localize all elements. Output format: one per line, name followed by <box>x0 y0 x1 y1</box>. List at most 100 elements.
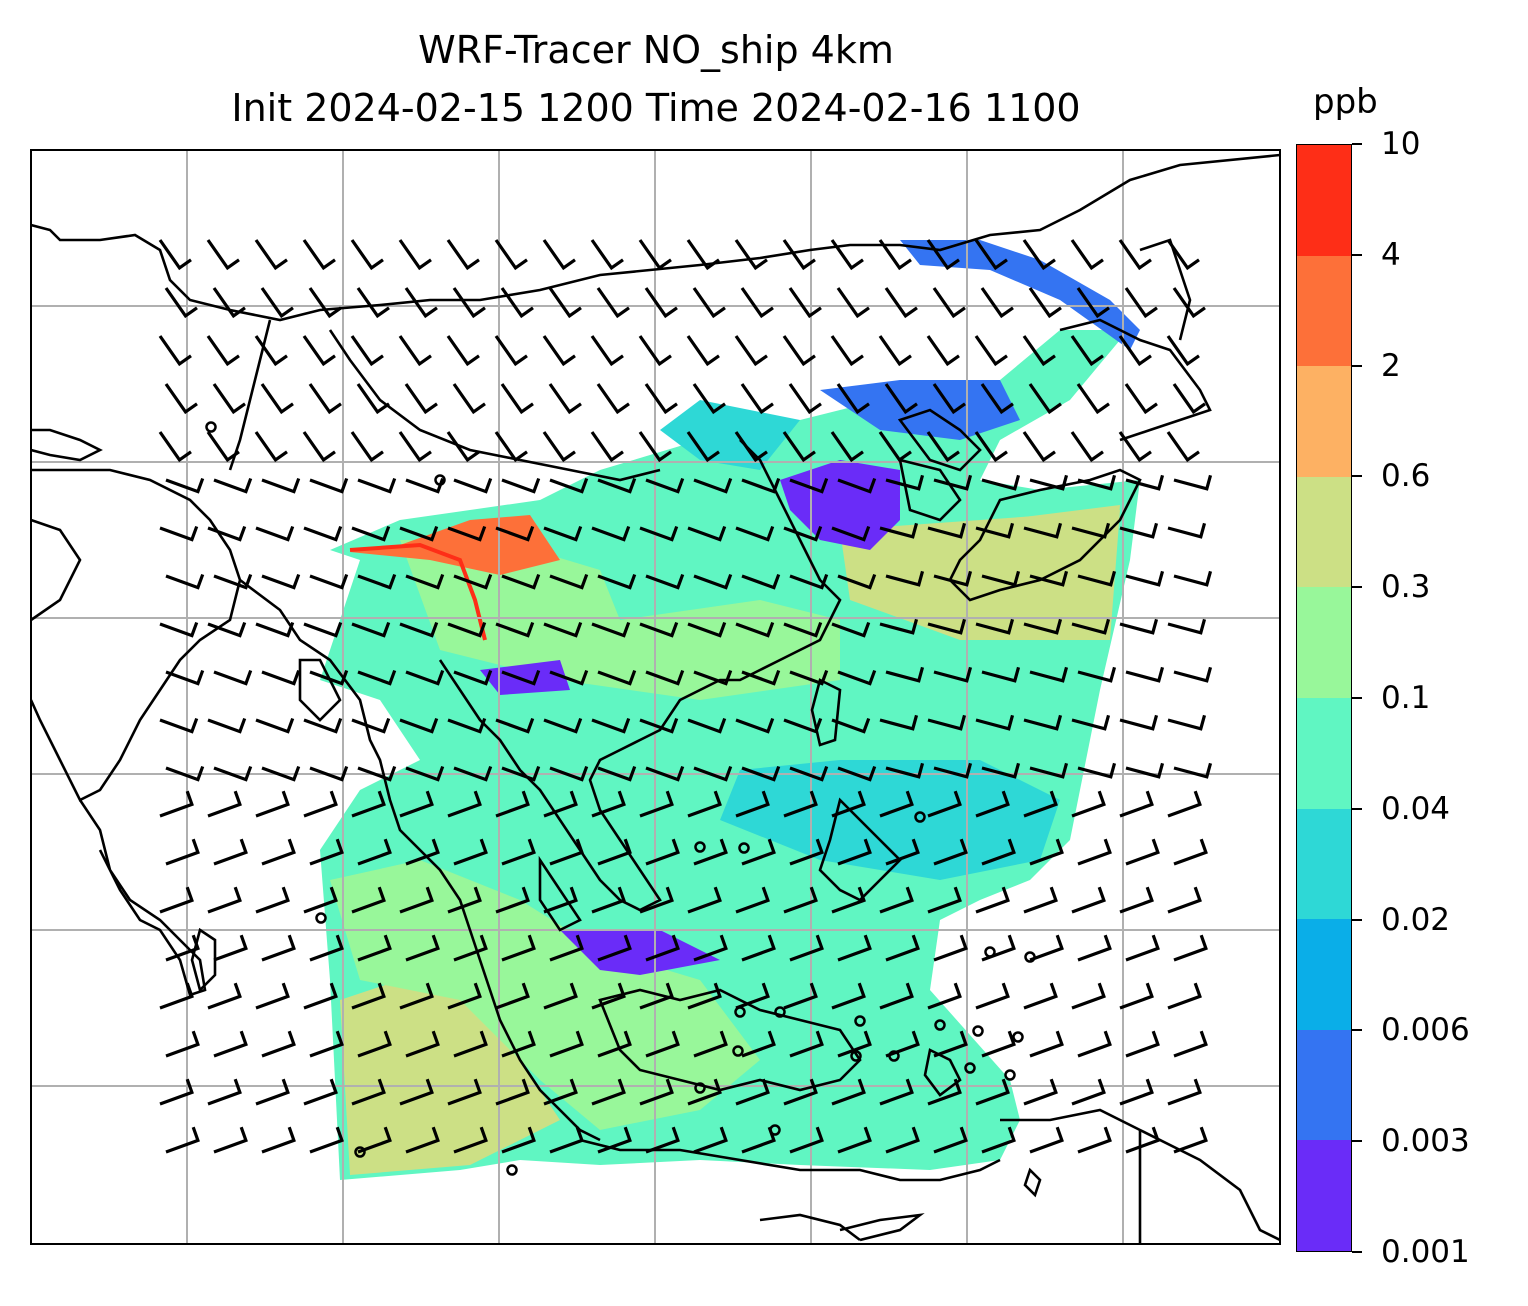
colorbar-tick <box>1352 918 1362 921</box>
wind-barb <box>1077 570 1117 587</box>
wind-barb <box>213 1030 248 1058</box>
wind-barb <box>933 570 973 587</box>
wind-barb <box>255 621 295 638</box>
colorbar-segment <box>1297 587 1351 699</box>
colorbar-tick <box>1352 697 1362 699</box>
wind-barb <box>837 838 872 866</box>
wind-barb <box>591 525 631 542</box>
map-frame <box>30 149 1281 1245</box>
wind-barb <box>735 717 775 734</box>
wind-barb <box>543 886 578 914</box>
calm-wind-marker <box>694 1082 706 1094</box>
wind-barb <box>398 335 432 367</box>
wind-barb <box>447 1078 482 1106</box>
wind-barb <box>543 717 583 734</box>
calm-wind-marker <box>888 1050 900 1062</box>
wind-barb <box>255 790 290 818</box>
wind-barb <box>830 431 864 463</box>
wind-barb <box>837 477 877 494</box>
wind-barb <box>885 1126 920 1154</box>
wind-barb <box>447 717 487 734</box>
wind-barb <box>501 573 541 590</box>
wind-barb <box>165 934 200 962</box>
wind-barb <box>398 239 432 271</box>
wind-barb <box>735 621 775 638</box>
wind-barb <box>549 934 584 962</box>
wind-barb <box>254 239 288 271</box>
wind-barb <box>693 934 728 962</box>
wind-barb <box>693 1126 728 1154</box>
wind-barb <box>1023 522 1063 539</box>
wind-barb <box>548 383 582 415</box>
wind-barb <box>735 982 770 1010</box>
wind-barb <box>1076 383 1110 415</box>
wind-barb <box>734 335 768 367</box>
wind-barb <box>405 1030 440 1058</box>
wind-barb <box>207 717 247 734</box>
wind-barb <box>501 838 536 866</box>
wind-barb <box>494 431 528 463</box>
wind-barb <box>885 762 925 779</box>
wind-barb <box>1125 474 1165 491</box>
wind-barb <box>549 1126 584 1154</box>
wind-barb <box>687 525 727 542</box>
wind-barb <box>879 714 919 731</box>
wind-barb <box>303 621 343 638</box>
wind-barb <box>165 669 205 686</box>
wind-barb <box>591 621 631 638</box>
wind-barb <box>309 1126 344 1154</box>
wind-barb <box>981 1030 1016 1058</box>
wind-barb <box>500 287 534 319</box>
colorbar-tick <box>1352 1251 1362 1253</box>
wind-barb <box>213 765 253 782</box>
wind-barb <box>405 838 440 866</box>
wind-barb <box>351 717 391 734</box>
wind-barb <box>687 621 727 638</box>
wind-barb <box>879 886 914 914</box>
wind-barb <box>975 1078 1010 1106</box>
tracer-field <box>320 240 1140 1180</box>
wind-barb <box>693 838 728 866</box>
wind-barb <box>831 621 871 638</box>
wind-barb <box>453 1126 488 1154</box>
wind-barb <box>213 573 253 590</box>
wind-barb <box>1023 618 1063 635</box>
wind-barb <box>164 287 198 319</box>
calm-wind-marker <box>850 1050 862 1062</box>
calm-wind-marker <box>738 842 750 854</box>
wind-barb <box>165 477 205 494</box>
wind-barb <box>309 765 349 782</box>
wind-barb <box>645 934 680 962</box>
colorbar-tick-label: 0.6 <box>1381 458 1431 495</box>
wind-barb <box>165 573 205 590</box>
wind-barb <box>453 765 493 782</box>
wind-barb <box>645 669 685 686</box>
wind-barb <box>1124 383 1158 415</box>
wind-barb <box>1166 239 1200 271</box>
wind-barb <box>783 1078 818 1106</box>
wind-barb <box>260 383 294 415</box>
wind-barb <box>741 477 781 494</box>
wind-barb <box>261 573 301 590</box>
wind-barb <box>975 522 1015 539</box>
wind-barb <box>783 621 823 638</box>
wind-barb <box>543 1078 578 1106</box>
wind-barb <box>1119 982 1154 1010</box>
tracer-band <box>330 860 760 1130</box>
wind-barb <box>836 287 870 319</box>
tracer-shipping-lane <box>349 542 487 641</box>
calm-wind-marker <box>964 1062 976 1074</box>
wind-barb <box>261 934 296 962</box>
wind-barb <box>686 335 720 367</box>
wind-barb <box>590 239 624 271</box>
wind-barb <box>399 525 439 542</box>
wind-barb <box>260 287 294 319</box>
colorbar-tick <box>1352 1140 1362 1143</box>
wind-barb <box>542 335 576 367</box>
wind-barb <box>1077 762 1117 779</box>
calm-wind-marker <box>914 811 926 823</box>
wind-barb <box>495 717 535 734</box>
wind-barb <box>254 431 288 463</box>
wind-barb <box>1119 1078 1154 1106</box>
wind-barb <box>597 477 637 494</box>
